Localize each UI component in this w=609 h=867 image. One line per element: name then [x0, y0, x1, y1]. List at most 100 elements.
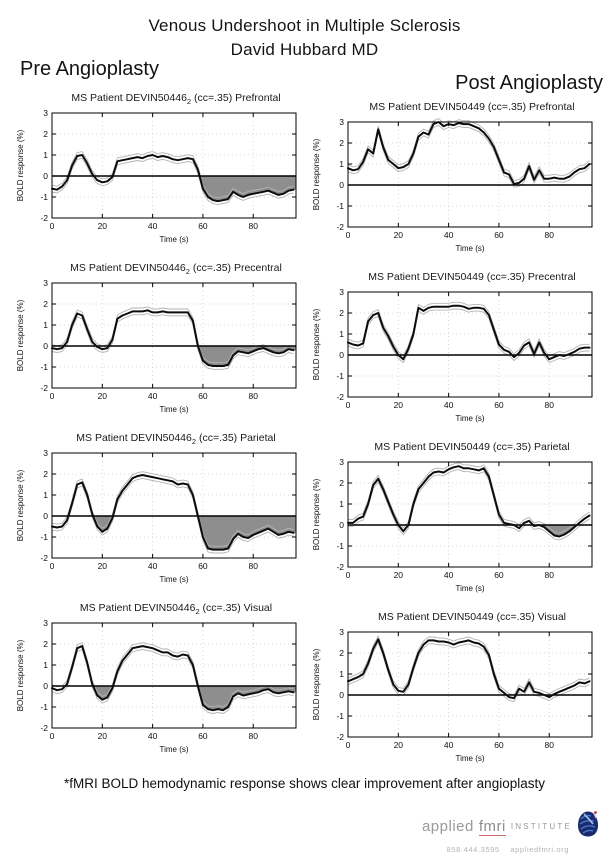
chart-post-precentral: MS Patient DEVIN50449 (cc=.35) Precentra…	[308, 271, 604, 441]
svg-text:0: 0	[43, 171, 48, 181]
bold-response-plot: 0 20 40 60 80 -2 -1 0 1 2 3 Time (s) BOLD response (…	[312, 457, 593, 593]
chart-post-parietal: MS Patient DEVIN50449 (cc=.35) Parietal 0…	[308, 441, 604, 611]
svg-text:Time (s): Time (s)	[455, 244, 484, 253]
svg-text:3: 3	[339, 117, 344, 127]
svg-text:2: 2	[339, 648, 344, 658]
chart-post-visual: MS Patient DEVIN50449 (cc=.35) Visual 0 20…	[308, 611, 604, 781]
bold-response-plot: 0 20 40 60 80 -2 -1 0 1 2 3 Time (s) BOLD response (…	[312, 287, 593, 423]
svg-text:3: 3	[43, 278, 48, 288]
pre-angioplasty-label: Pre Angioplasty	[20, 58, 159, 80]
logo-phone: 858.444.3595	[446, 845, 500, 854]
svg-text:-1: -1	[336, 541, 344, 551]
svg-text:20: 20	[98, 561, 108, 571]
chart-post-prefrontal: MS Patient DEVIN50449 (cc=.35) Prefronta…	[308, 101, 604, 271]
svg-text:60: 60	[494, 570, 504, 580]
svg-text:-1: -1	[40, 192, 48, 202]
svg-text:80: 80	[249, 391, 259, 401]
svg-text:60: 60	[198, 561, 208, 571]
svg-text:60: 60	[494, 740, 504, 750]
svg-text:-1: -1	[40, 362, 48, 372]
svg-text:0: 0	[339, 180, 344, 190]
svg-text:60: 60	[198, 731, 208, 741]
svg-text:2: 2	[43, 129, 48, 139]
svg-text:2: 2	[339, 478, 344, 488]
svg-text:3: 3	[43, 448, 48, 458]
svg-text:20: 20	[98, 221, 108, 231]
svg-text:60: 60	[198, 221, 208, 231]
svg-text:80: 80	[249, 731, 259, 741]
svg-text:Time (s): Time (s)	[455, 754, 484, 763]
svg-text:0: 0	[346, 230, 351, 240]
svg-text:1: 1	[339, 669, 344, 679]
chart-title: MS Patient DEVIN50449 (cc=.35) Parietal	[374, 441, 570, 453]
post-angioplasty-label: Post Angioplasty	[455, 72, 603, 94]
svg-text:Time (s): Time (s)	[159, 575, 188, 584]
bold-response-plot: 0 20 40 60 80 -2 -1 0 1 2 3 Time (s) BOLD response (…	[312, 627, 593, 763]
chart-pre-parietal: MS Patient DEVIN504462 (cc=.35) Parietal…	[12, 432, 308, 602]
svg-text:-2: -2	[336, 222, 344, 232]
chart-pre-visual: MS Patient DEVIN504462 (cc=.35) Visual 0 2…	[12, 602, 308, 772]
chart-pre-precentral: MS Patient DEVIN504462 (cc=.35) Precentr…	[12, 262, 308, 432]
svg-text:-1: -1	[40, 702, 48, 712]
svg-text:BOLD response (%): BOLD response (%)	[16, 129, 25, 201]
svg-text:60: 60	[198, 391, 208, 401]
svg-text:3: 3	[339, 627, 344, 637]
bold-response-plot: 0 20 40 60 80 -2 -1 0 1 2 3 Time (s) BOLD response (…	[16, 108, 297, 244]
svg-text:0: 0	[50, 391, 55, 401]
svg-text:-2: -2	[40, 383, 48, 393]
bold-response-plot: 0 20 40 60 80 -2 -1 0 1 2 3 Time (s) BOLD response (…	[16, 278, 297, 414]
svg-text:20: 20	[394, 740, 404, 750]
logo-institute-text: INSTITUTE	[510, 822, 572, 831]
svg-text:0: 0	[50, 731, 55, 741]
svg-text:2: 2	[43, 469, 48, 479]
bold-response-plot: 0 20 40 60 80 -2 -1 0 1 2 3 Time (s) BOLD response (…	[16, 448, 297, 584]
svg-text:BOLD response (%): BOLD response (%)	[16, 469, 25, 541]
svg-text:20: 20	[394, 230, 404, 240]
svg-text:1: 1	[43, 320, 48, 330]
svg-text:-2: -2	[40, 723, 48, 733]
figure-title-line2: David Hubbard MD	[230, 40, 379, 59]
svg-text:1: 1	[339, 329, 344, 339]
svg-text:-1: -1	[336, 371, 344, 381]
svg-text:1: 1	[43, 150, 48, 160]
svg-text:Time (s): Time (s)	[455, 414, 484, 423]
svg-text:80: 80	[545, 570, 555, 580]
svg-text:2: 2	[43, 299, 48, 309]
svg-text:80: 80	[249, 221, 259, 231]
chart-title: MS Patient DEVIN504462 (cc=.35) Parietal	[76, 432, 276, 447]
svg-text:BOLD response (%): BOLD response (%)	[312, 308, 321, 380]
svg-text:80: 80	[545, 400, 555, 410]
svg-text:2: 2	[339, 308, 344, 318]
svg-text:-2: -2	[336, 392, 344, 402]
svg-text:Time (s): Time (s)	[159, 745, 188, 754]
chart-pre-prefrontal: MS Patient DEVIN504462 (cc=.35) Prefront…	[12, 92, 308, 262]
svg-text:1: 1	[43, 490, 48, 500]
svg-text:-1: -1	[336, 711, 344, 721]
brain-icon	[577, 810, 599, 843]
svg-text:40: 40	[444, 400, 454, 410]
svg-text:BOLD response (%): BOLD response (%)	[312, 138, 321, 210]
svg-text:1: 1	[339, 159, 344, 169]
svg-text:3: 3	[339, 287, 344, 297]
svg-text:40: 40	[148, 391, 158, 401]
svg-text:BOLD response (%): BOLD response (%)	[312, 478, 321, 550]
figure-caption: *fMRI BOLD hemodynamic response shows cl…	[64, 776, 545, 791]
svg-text:-2: -2	[40, 213, 48, 223]
svg-text:Time (s): Time (s)	[159, 235, 188, 244]
logo-contact-line: 858.444.3595 appliedfmri.org	[422, 845, 569, 854]
svg-text:1: 1	[43, 660, 48, 670]
svg-text:0: 0	[43, 511, 48, 521]
pre-angioplasty-column: MS Patient DEVIN504462 (cc=.35) Prefront…	[12, 92, 308, 781]
bold-response-plot: 0 20 40 60 80 -2 -1 0 1 2 3 Time (s) BOLD response (…	[312, 117, 593, 253]
post-angioplasty-column: MS Patient DEVIN50449 (cc=.35) Prefronta…	[308, 92, 604, 781]
svg-text:0: 0	[43, 681, 48, 691]
svg-text:-2: -2	[336, 562, 344, 572]
chart-title: MS Patient DEVIN50449 (cc=.35) Precentra…	[368, 271, 576, 283]
svg-text:BOLD response (%): BOLD response (%)	[16, 299, 25, 371]
chart-title: MS Patient DEVIN504462 (cc=.35) Visual	[79, 602, 273, 617]
svg-text:80: 80	[545, 230, 555, 240]
svg-text:2: 2	[339, 138, 344, 148]
svg-text:40: 40	[444, 740, 454, 750]
svg-text:-1: -1	[40, 532, 48, 542]
